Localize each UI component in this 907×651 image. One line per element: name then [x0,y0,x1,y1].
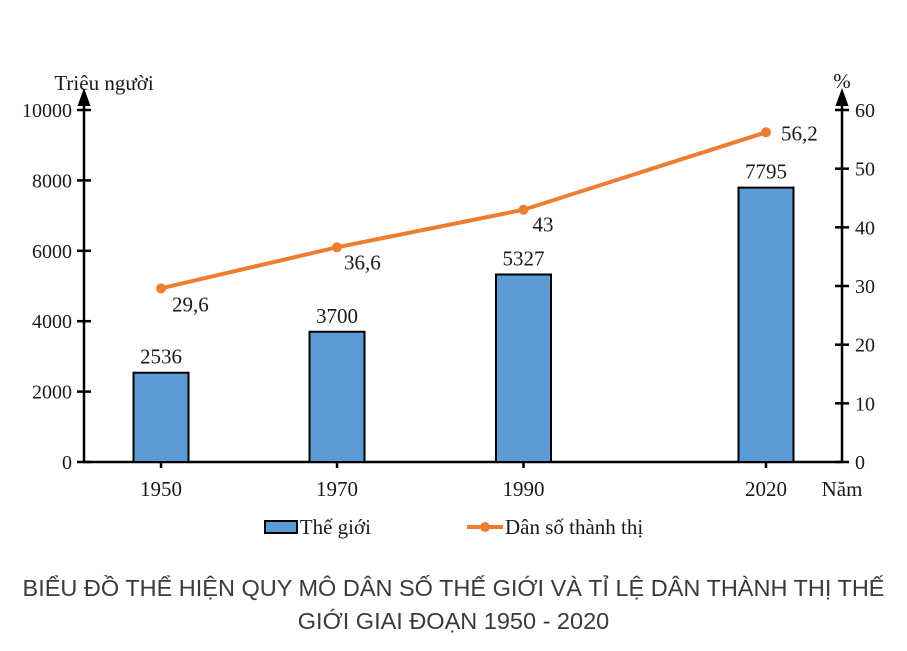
line-marker-icon [466,522,503,532]
bar-swatch-icon [263,520,298,534]
line-marker-2020 [761,127,771,138]
line-value-label: 36,6 [344,250,381,274]
right-axis-arrow-icon [835,88,849,106]
bar-value-label: 7795 [745,160,787,184]
legend-item-urban: Dân số thành thị [466,514,644,540]
line-dot-icon [479,522,490,532]
right-axis-tick-label: 0 [855,452,865,474]
value-labels: 2536 3700 5327 7795 29,6 36,6 43 56,2 [140,121,818,368]
year-tick-label: 1990 [503,477,545,501]
right-axis-tick-label: 60 [855,100,875,122]
line-value-label: 43 [533,213,554,237]
right-axis-tick-label: 40 [855,217,875,239]
x-axis-title: Năm [822,477,863,501]
year-tick-label: 1970 [316,477,358,501]
urban-line [159,130,768,291]
left-axis-title: Triệu người [54,71,153,95]
bar-value-label: 3700 [316,304,358,328]
bar-1970 [308,330,366,464]
line-marker-1970 [332,242,342,253]
line-value-label: 29,6 [172,292,209,316]
bar-value-label: 2536 [140,345,182,369]
right-axis-tick-label: 20 [855,335,875,357]
left-axis-tick-label: 4000 [32,311,72,333]
line-series [156,127,771,294]
line-value-label: 56,2 [781,121,818,145]
year-tick-label: 2020 [745,477,787,501]
legend-label-world: Thế giới [299,514,371,539]
bar-1950 [132,371,190,463]
year-tick-label: 1950 [140,477,182,501]
axes: 0 2000 4000 6000 8000 10000 0 10 20 30 40 50 60 1950 1… [22,88,875,501]
left-axis-tick-label: 0 [62,452,72,474]
line-marker-1990 [518,204,529,215]
bar-1990 [495,273,552,463]
legend: Thế giới Dân số thành thị [0,512,907,542]
left-axis-tick-label: 6000 [32,241,72,263]
bar-value-label: 5327 [503,246,545,270]
right-axis-tick-label: 50 [855,159,875,181]
chart-canvas: Triệu người % Năm 0 2000 4000 6000 8000 10000… [22,69,875,501]
left-axis-tick-label: 8000 [32,170,72,192]
bar-series [132,186,795,464]
chart-caption: BIỂU ĐỒ THỂ HIỆN QUY MÔ DÂN SỐ THẾ GIỚI … [22,575,885,635]
left-axis-tick-label: 10000 [22,100,72,122]
left-axis-arrow-icon [77,88,91,106]
bar-2020 [737,186,795,463]
right-axis-title: % [833,69,851,93]
left-axis-tick-label: 2000 [32,382,72,404]
legend-label-urban: Dân số thành thị [504,514,644,539]
right-axis-tick-label: 30 [855,276,875,298]
legend-item-world: Thế giới [263,514,371,540]
right-axis-tick-label: 10 [855,393,875,415]
line-marker-1950 [156,283,166,294]
